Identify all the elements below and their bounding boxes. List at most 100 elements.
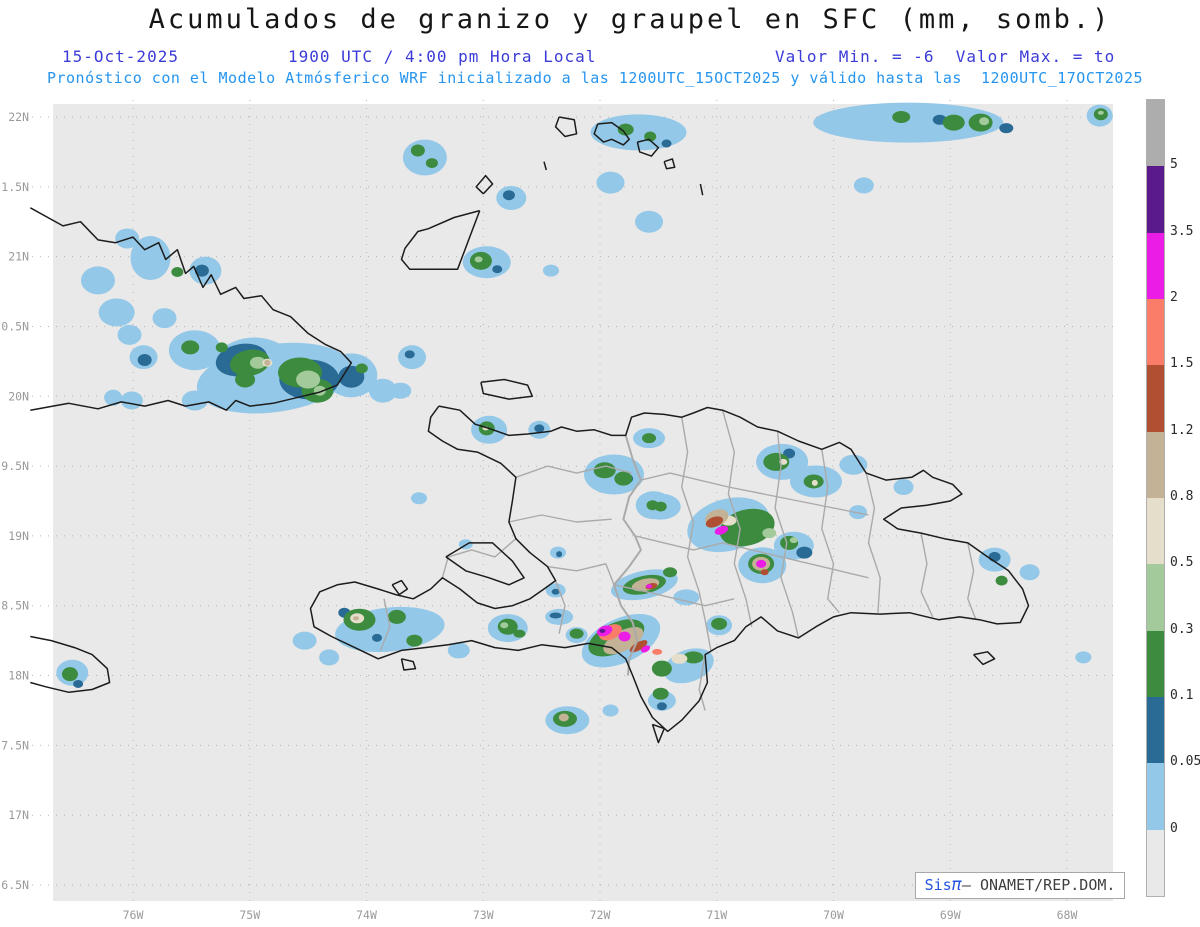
hail-cell-b1 <box>796 546 813 559</box>
hail-cell-g <box>652 687 669 700</box>
hail-cell-mg <box>640 645 651 653</box>
pi-icon: π <box>951 875 962 895</box>
hail-cell-g <box>410 144 425 157</box>
province-border <box>515 465 632 478</box>
x-axis-tick-label: 75W <box>239 908 260 922</box>
colorbar <box>1146 99 1165 897</box>
hail-cell-g <box>763 452 790 471</box>
forecast-time: 1900 UTC / 4:00 pm Hora Local <box>288 47 597 66</box>
hail-cell-lg <box>296 370 321 389</box>
hail-cell-g <box>651 660 672 677</box>
hail-cell-g <box>995 575 1008 586</box>
y-axis-tick-label: 6.5N <box>1 878 29 892</box>
hail-cell-b1 <box>502 190 515 201</box>
hail-cell-g <box>229 349 270 377</box>
hail-cell-lg <box>979 117 990 126</box>
hail-cell-b0 <box>117 324 142 345</box>
hail-cell-si <box>760 569 769 576</box>
watermark-org: ONAMET/REP.DOM. <box>979 876 1116 894</box>
y-axis-tick-label: 21N <box>8 250 29 264</box>
colorbar-segment <box>1147 431 1164 498</box>
hail-cell-b1 <box>534 424 545 433</box>
y-axis-tick-label: 22N <box>8 110 29 124</box>
hail-cell-b1 <box>556 551 563 558</box>
hail-cell-lg <box>762 528 777 539</box>
province-border <box>508 514 612 523</box>
province-borders-layer <box>379 410 977 711</box>
hail-cell-be <box>811 479 818 486</box>
coastline <box>30 635 111 694</box>
coastline <box>309 405 1030 733</box>
colorbar-segment <box>1147 298 1164 366</box>
hail-cell-mg <box>756 559 767 568</box>
colorbar-segment <box>1147 232 1164 299</box>
hail-cell-g <box>711 617 728 630</box>
hail-cell-b0 <box>673 589 700 606</box>
colorbar-segment <box>1147 763 1164 830</box>
x-axis-tick-label: 68W <box>1057 908 1078 922</box>
hail-cell-g <box>683 651 704 664</box>
province-border <box>821 449 840 614</box>
hail-cell-lg <box>789 537 798 544</box>
hail-cell-b0 <box>368 378 397 403</box>
hail-cell-b1 <box>372 633 383 642</box>
watermark-brand: Sis <box>924 876 952 894</box>
hail-cell-b0 <box>447 642 470 659</box>
hail-cell-b0 <box>181 390 208 411</box>
hail-cell-b1 <box>988 551 1001 562</box>
hail-cell-lg <box>249 356 266 369</box>
colorbar-segment <box>1147 696 1164 764</box>
x-axis-tick-label: 71W <box>706 908 727 922</box>
coastline <box>400 209 481 270</box>
province-border <box>721 410 753 627</box>
hail-cell-b0 <box>853 177 874 194</box>
y-axis-tick-label: 19N <box>8 529 29 543</box>
hail-cell-b0 <box>602 704 619 717</box>
hail-cell-tn <box>558 713 569 722</box>
hail-cell-g <box>617 123 634 136</box>
hail-cell-b1 <box>661 139 672 148</box>
province-border <box>613 584 735 607</box>
hail-cell-g <box>663 567 678 578</box>
coastline <box>651 723 665 744</box>
hail-cell-b0 <box>893 479 914 496</box>
page-title: Acumulados de granizo y graupel en SFC (… <box>148 4 1112 35</box>
coastline <box>480 378 534 400</box>
hail-cell-g <box>892 111 911 123</box>
axis-labels: 22N 1.5N 21N 0.5N 20N 9.5N 19N 8.5N 18N 7.5N 17N 6.… <box>1 110 1077 922</box>
y-axis-tick-label: 1.5N <box>1 180 29 194</box>
hail-cell-mg <box>714 525 729 535</box>
colorbar-tick-label: 0.3 <box>1170 621 1194 637</box>
hail-shading-layer <box>56 102 1113 735</box>
y-axis-tick-label: 0.5N <box>1 319 29 333</box>
hail-cell-b1 <box>194 264 209 277</box>
plot-background <box>53 104 1113 901</box>
hail-cell-mg <box>646 584 653 589</box>
hail-cell-si <box>705 516 724 528</box>
colorbar-tick-label: 5 <box>1170 157 1178 173</box>
y-axis-tick-label: 9.5N <box>1 459 29 473</box>
y-axis-tick-label: 7.5N <box>1 738 29 752</box>
hail-cell-g <box>387 609 406 624</box>
value-min-max: Valor Min. = -6 Valor Max. = to <box>775 47 1116 66</box>
province-border <box>554 580 566 634</box>
hail-cell-b0 <box>542 264 559 277</box>
colorbar-tick-label: 0.05 <box>1170 754 1200 770</box>
coastline <box>593 121 630 146</box>
hail-cell-b1 <box>656 702 667 711</box>
province-border <box>774 431 800 639</box>
colorbar-segment <box>1147 100 1164 167</box>
coastline <box>391 579 409 596</box>
hail-cell-g <box>215 342 228 353</box>
colorbar-tick-label: 3.5 <box>1170 223 1194 239</box>
hail-cell-b0 <box>596 171 625 194</box>
province-border <box>865 472 881 613</box>
province-border <box>640 472 869 516</box>
hail-cell-b1 <box>404 350 415 359</box>
coastline <box>30 207 353 411</box>
hail-cell-tn <box>264 359 271 366</box>
province-border <box>967 542 977 620</box>
hail-cell-g <box>593 462 616 479</box>
hail-cell-lg <box>1097 110 1104 115</box>
